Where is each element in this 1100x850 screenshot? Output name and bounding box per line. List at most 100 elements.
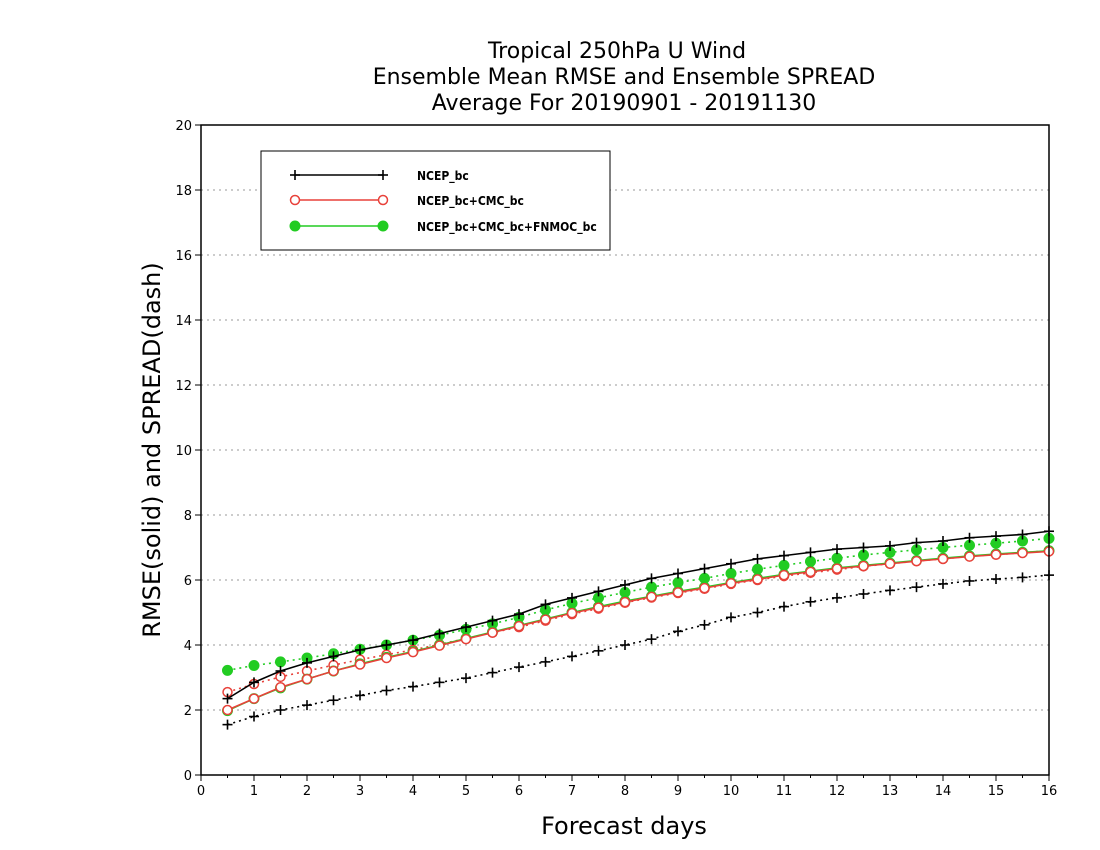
- series-0-rmse-point: [487, 615, 498, 626]
- series-1-rmse-point: [646, 591, 657, 603]
- x-tick-label-12: 12: [829, 784, 846, 799]
- series-0-rmse-point: [328, 651, 339, 662]
- series-1-rmse-point: [566, 607, 578, 619]
- plot-frame: [200, 124, 1050, 776]
- chart-title-line-3: Average For 20190901 - 20191130: [432, 91, 817, 116]
- series-0-rmse-point: [1017, 529, 1028, 540]
- series-0-spread-point: [593, 645, 604, 656]
- series-0-spread-point: [991, 574, 1001, 585]
- series-1-rmse-point: [752, 574, 763, 585]
- series-2-spread: [222, 532, 1055, 676]
- series-0-spread-point: [355, 690, 365, 701]
- series-1-rmse-point: [831, 563, 843, 574]
- series-0-spread-point: [885, 585, 895, 596]
- series-1-rmse-point: [487, 627, 498, 638]
- series-1-rmse-point: [513, 620, 525, 632]
- series-0-spread-point: [222, 719, 233, 730]
- x-tick-label-14: 14: [935, 784, 952, 799]
- series-1-rmse-point: [964, 551, 975, 562]
- x-tick-label-8: 8: [621, 784, 629, 799]
- series-0-rmse-line: [227, 530, 1050, 700]
- series-0-spread-point: [673, 626, 683, 637]
- series-1-rmse-point: [990, 549, 1002, 560]
- series-1-rmse-point: [328, 665, 339, 677]
- series-0-rmse-point: [567, 592, 577, 603]
- series-1-rmse-point: [725, 578, 737, 589]
- series-1-rmse-point: [805, 566, 816, 578]
- series-0-spread-point: [1017, 572, 1028, 583]
- series-0-spread-point: [726, 612, 736, 623]
- y-tick-label-10: 10: [175, 444, 192, 459]
- y-tick-label-16: 16: [175, 249, 192, 264]
- series-0-rmse: [222, 526, 1054, 704]
- series-0-rmse-point: [938, 536, 948, 546]
- series-1-rmse-point: [672, 587, 684, 598]
- series-1-rmse-point: [911, 555, 922, 567]
- series-1-rmse-point: [248, 693, 260, 704]
- series-2-spread-point: [831, 552, 843, 564]
- series-0-spread-point: [752, 607, 763, 618]
- series-0-spread-point: [461, 673, 471, 684]
- x-tick-label-2: 2: [303, 784, 311, 799]
- series-1-spread-line: [227, 549, 1050, 693]
- x-tick-label-10: 10: [723, 784, 740, 799]
- y-tick-label-4: 4: [184, 639, 192, 654]
- legend-label-ncep: NCEP_bc: [417, 169, 469, 184]
- legend: NCEP_bc NCEP_bc+CMC_bc NCEP_bc+CMC_bc+FN…: [260, 150, 611, 251]
- series-0-spread-point: [381, 685, 392, 696]
- series-0-spread-point: [964, 575, 975, 586]
- series-0-rmse-point: [302, 657, 312, 668]
- legend-marker-2-a: [289, 220, 301, 232]
- chart-title-line-1: Tropical 250hPa U Wind: [487, 39, 746, 64]
- series-2-rmse: [222, 545, 1055, 717]
- series-0-spread-point: [938, 578, 948, 589]
- series-0-rmse-point: [249, 677, 259, 688]
- series-0-rmse-point: [461, 622, 471, 633]
- series-1-rmse-line: [227, 550, 1050, 711]
- chart-title-line-2: Ensemble Mean RMSE and Ensemble SPREAD: [373, 65, 876, 90]
- legend-label-ncep-cmc-fnmoc: NCEP_bc+CMC_bc+FNMOC_bc: [417, 220, 597, 235]
- series-2-spread-point: [248, 659, 260, 671]
- series-0-spread-point: [302, 700, 312, 711]
- series-0-spread-point: [858, 588, 869, 599]
- series-1-rmse-point: [937, 553, 949, 565]
- x-tick-label-4: 4: [409, 784, 417, 799]
- series-1-rmse-point: [858, 560, 869, 572]
- series-0-rmse-point: [673, 568, 683, 579]
- series-0-rmse-point: [620, 579, 630, 590]
- x-tick-label-11: 11: [776, 784, 793, 799]
- series-1-rmse-point: [1017, 547, 1028, 559]
- series-0-rmse-point: [381, 640, 392, 650]
- x-tick-label-5: 5: [462, 784, 470, 799]
- series-0-rmse-point: [726, 558, 736, 569]
- y-axis-label: RMSE(solid) and SPREAD(dash): [138, 262, 166, 638]
- series-0-spread-line: [227, 574, 1050, 726]
- series-1-rmse-point: [699, 582, 710, 594]
- series-2-spread-point: [275, 656, 286, 668]
- series-2-spread-point: [778, 559, 790, 571]
- series-0-rmse-point: [593, 586, 604, 597]
- series-0-spread: [222, 570, 1054, 730]
- series-0-spread-point: [275, 705, 286, 715]
- series-2-spread-point: [752, 563, 763, 575]
- series-0-spread-point: [779, 601, 789, 612]
- series-1-rmse-point: [381, 652, 392, 664]
- series-0-spread-point: [487, 667, 498, 678]
- series-0-rmse-point: [964, 532, 975, 543]
- series-0-rmse-point: [911, 537, 922, 548]
- series-layer: [222, 526, 1055, 730]
- x-tick-label-1: 1: [250, 784, 258, 799]
- series-0-rmse-point: [355, 644, 365, 655]
- y-axis-ticks: 0 2 4 6 8 10 12 14 16 18 20: [175, 119, 201, 784]
- grid-lines: [201, 189, 1049, 711]
- series-0-rmse-point: [752, 553, 763, 564]
- series-0-spread-point: [911, 582, 922, 593]
- y-tick-label-8: 8: [184, 509, 192, 524]
- x-tick-label-9: 9: [674, 784, 682, 799]
- series-1-spread: [222, 545, 1055, 698]
- y-tick-label-14: 14: [175, 314, 192, 329]
- series-0-rmse-point: [646, 573, 657, 584]
- series-1-rmse-point: [222, 704, 233, 716]
- series-0-spread-point: [514, 662, 524, 673]
- x-tick-label-15: 15: [988, 784, 1005, 799]
